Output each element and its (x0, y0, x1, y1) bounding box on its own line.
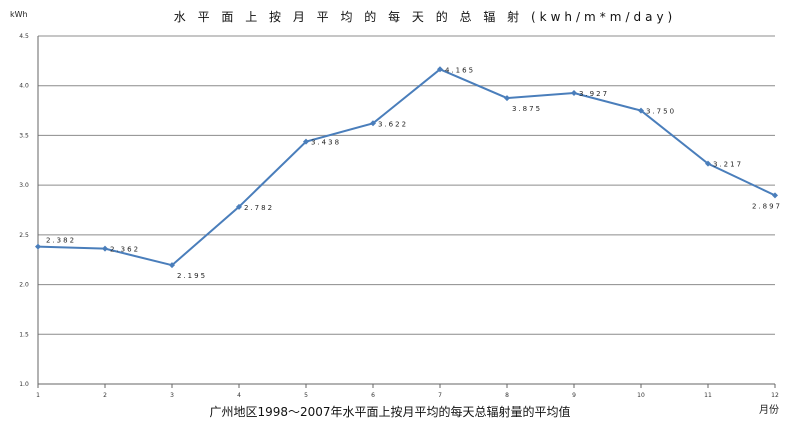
data-marker (571, 89, 577, 96)
gridlines (38, 35, 775, 335)
data-marker (236, 203, 242, 210)
x-tick-label: 9 (572, 392, 576, 399)
data-marker (35, 243, 41, 250)
y-tick-labels: 1.0 1.5 2.0 2.5 3.0 3.5 4.0 4.5 (19, 33, 29, 388)
y-tick-label: 4.5 (19, 33, 29, 40)
data-labels: 2.382 2.362 2.195 2.782 3.438 3.622 4.165 3.875… (46, 66, 782, 280)
x-tick-label: 5 (304, 392, 308, 399)
data-label: 3.927 (579, 90, 609, 98)
data-label: 4.165 (445, 66, 475, 74)
x-axis-label: 月份 (759, 404, 779, 416)
data-label: 2.195 (177, 272, 207, 280)
data-label: 2.382 (46, 237, 76, 245)
x-tick-label: 12 (771, 392, 779, 399)
data-marker (303, 138, 309, 145)
data-label: 2.782 (244, 204, 274, 212)
data-marker (705, 160, 711, 167)
x-tick-label: 4 (237, 392, 241, 399)
y-tick-label: 3.5 (19, 132, 29, 139)
y-tick-label: 2.0 (19, 282, 29, 289)
x-tick-label: 2 (103, 392, 107, 399)
series-line (37, 68, 776, 267)
x-tick-label: 11 (704, 392, 712, 399)
data-marker (102, 245, 108, 252)
y-tick-label: 2.5 (19, 232, 29, 239)
data-marker (169, 262, 175, 269)
data-marker (638, 107, 644, 114)
data-marker (370, 120, 376, 127)
data-marker (504, 95, 510, 102)
data-marker (772, 192, 778, 199)
data-label: 3.875 (512, 105, 542, 113)
y-tick-label: 1.5 (19, 331, 29, 338)
x-tick-label: 8 (505, 392, 509, 399)
chart-caption: 广州地区1998～2007年水平面上按月平均的每天总辐射量的平均值 (209, 404, 570, 419)
data-label: 2.362 (110, 246, 140, 254)
x-tick-label: 7 (438, 392, 442, 399)
x-tick-label: 10 (637, 392, 645, 399)
data-label: 2.897 (752, 202, 782, 210)
x-tick-label: 3 (170, 392, 174, 399)
chart-title: 水 平 面 上 按 月 平 均 的 每 天 的 总 辐 射 (kwh/m*m/d… (174, 9, 677, 24)
data-label: 3.217 (713, 161, 743, 169)
x-tick-label: 1 (36, 392, 40, 399)
x-tick-label: 6 (371, 392, 375, 399)
data-label: 3.750 (646, 108, 676, 116)
y-tick-label: 4.0 (19, 83, 29, 90)
data-label: 3.438 (311, 139, 341, 147)
data-label: 3.622 (378, 120, 408, 128)
y-axis-label: kWh (10, 10, 28, 19)
y-tick-label: 3.0 (19, 182, 29, 189)
data-markers (35, 66, 778, 269)
data-marker (437, 66, 443, 73)
y-tick-label: 1.0 (19, 381, 29, 388)
x-tick-labels: 1 2 3 4 5 6 7 8 9 10 11 12 (36, 384, 779, 399)
